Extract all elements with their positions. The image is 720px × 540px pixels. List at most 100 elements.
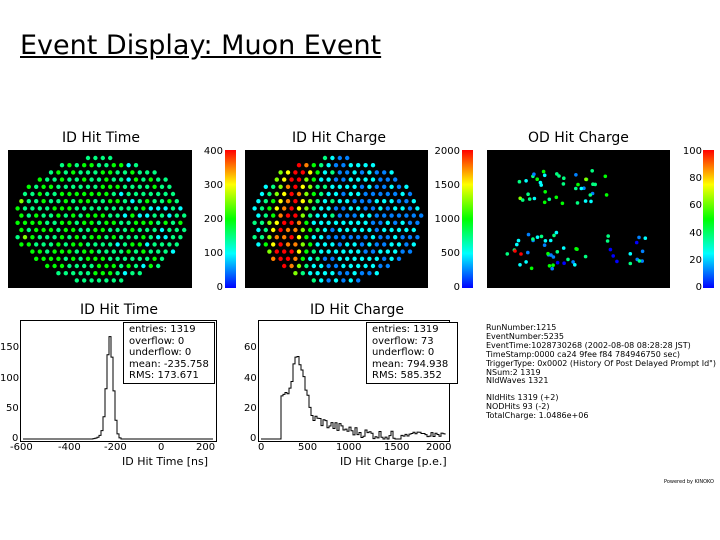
total-charge: TotalCharge: 1.0486e+06 [486,411,589,421]
pmt-hit [330,256,335,261]
pmt-hit [400,249,405,254]
pmt-hit [93,184,98,189]
pmt-hit [178,206,183,211]
pmt-hit [285,213,291,218]
pmt-hit [289,249,294,254]
pmt-hit [93,271,98,276]
od-hit [588,193,593,197]
pmt-hit [78,199,83,204]
pmt-hit [85,227,91,233]
pmt-hit [78,184,83,189]
pmt-hit [393,206,398,211]
pmt-hit [67,235,72,240]
pmt-hit [52,177,57,182]
pmt-hit [252,220,257,225]
pmt-hit [59,249,65,254]
pmt-hit [389,199,394,204]
pmt-hit [363,177,368,182]
pmt-hit [345,213,350,218]
od-hit [554,195,559,200]
time-x-tick: 0 [158,442,165,453]
pmt-hit [137,227,142,233]
nid-waves: NIdWaves 1321 [486,376,549,386]
pmt-hit [404,227,409,233]
pmt-hit [293,271,298,276]
od-charge-scale-label: 20 [689,255,702,266]
pmt-hit [378,235,383,240]
od-hit [552,233,556,238]
pmt-hit [145,256,150,261]
pmt-hit [82,249,87,254]
pmt-hit [115,242,120,247]
pmt-hit [137,271,142,276]
pmt-hit [152,184,157,189]
pmt-hit [63,256,68,261]
pmt-hit [63,227,68,233]
od-charge-display[interactable] [487,150,670,288]
pmt-hit [396,227,402,233]
pmt-hit [296,206,302,211]
od-hit [603,174,608,179]
id-charge-display[interactable] [245,150,428,288]
pmt-hit [104,263,109,269]
pmt-hit [115,184,120,189]
pmt-hit [156,191,161,197]
charge-stats-box: entries: 1319 overflow: 73 underflow: 0 … [366,322,458,384]
run-info-panel: RunNumber:1215 EventNumber:5235 EventTim… [486,323,716,421]
pmt-hit [34,184,39,189]
pmt-hit [267,249,272,254]
pmt-hit [330,213,335,218]
pmt-hit [104,220,109,225]
pmt-hit [396,184,402,189]
pmt-hit [104,163,109,168]
pmt-hit [96,177,102,182]
od-charge-scale-label: 80 [689,173,702,184]
pmt-hit [411,213,416,218]
pmt-hit [385,220,390,225]
id-time-display[interactable] [8,150,192,288]
od-hit [549,253,553,257]
pmt-hit [78,256,83,261]
od-hit [517,179,522,184]
pmt-hit [407,235,413,240]
pmt-hit [130,170,135,175]
pmt-hit [308,199,313,204]
pmt-hit [367,271,372,276]
pmt-hit [319,278,324,283]
pmt-hit [145,170,150,175]
pmt-hit [333,220,339,225]
pmt-hit [374,199,379,204]
pmt-hit [315,213,320,218]
pmt-hit [356,206,361,211]
od-hit [524,260,528,264]
stats-underflow: underflow: 0 [129,347,192,359]
pmt-hit [407,206,413,211]
pmt-hit [348,278,353,283]
pmt-hit [85,170,91,175]
pmt-hit [122,184,128,189]
id-charge-scale-label: 1500 [434,180,460,191]
od-hit [554,230,559,235]
pmt-hit [282,249,287,254]
pmt-hit [100,170,106,175]
pmt-hit [382,184,387,189]
time-y-tick: 150 [0,342,20,353]
pmt-hit [300,213,305,218]
pmt-hit [167,184,172,189]
pmt-hit [330,170,335,175]
pmt-hit [322,170,328,175]
pmt-hit [341,163,346,168]
pmt-hit [296,220,302,225]
pmt-hit [100,242,106,247]
pmt-hit [389,242,394,247]
pmt-hit [311,191,316,197]
pmt-hit [111,220,117,225]
pmt-hit [326,263,331,269]
pmt-hit [133,163,139,168]
pmt-hit [82,278,87,283]
time-y-tick: 0 [12,433,19,444]
pmt-hit [19,213,24,218]
pmt-hit [293,227,298,233]
pmt-hit [341,235,346,240]
od-hit [531,237,535,241]
